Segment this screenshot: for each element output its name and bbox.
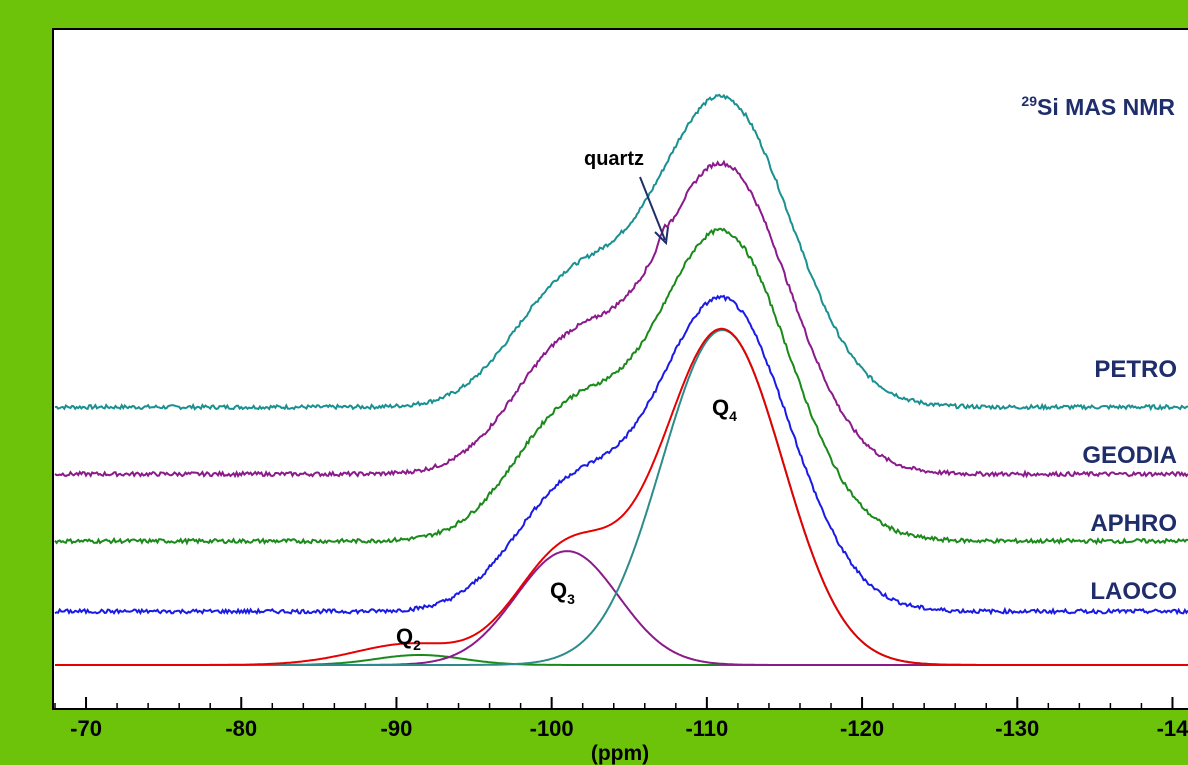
series-aphro <box>54 227 1188 546</box>
q3-label-sub: 3 <box>567 591 575 607</box>
x-tick-label: -100 <box>530 716 574 741</box>
chart-title-superscript: 29 <box>1021 93 1037 109</box>
x-tick-label: -110 <box>685 716 728 741</box>
quartz-annotation: quartz <box>584 148 644 170</box>
series-laoco <box>54 294 1188 616</box>
q2-label-sub: 2 <box>413 637 421 653</box>
legend-label-aphro: APHRO <box>1090 510 1177 537</box>
q3-label: Q3 <box>550 578 575 607</box>
x-axis: -70 -80 -90 -100 -110 -120 -130 -14 <box>54 697 1188 741</box>
q3-label-main: Q <box>550 578 567 603</box>
q4-label-sub: 4 <box>729 408 737 424</box>
deconvolution-sum <box>55 327 1188 666</box>
x-tick-label: -14 <box>1157 716 1188 741</box>
x-tick-label: -130 <box>995 716 1039 741</box>
legend-label-petro: PETRO <box>1094 356 1177 383</box>
x-tick-label: -70 <box>70 716 102 741</box>
quartz-arrowhead-icon <box>654 226 669 246</box>
x-tick-label: -90 <box>381 716 413 741</box>
series-petro <box>54 93 1188 412</box>
legend-label-laoco: LAOCO <box>1090 578 1177 605</box>
spectra-group <box>54 93 1188 666</box>
q2-label-main: Q <box>396 624 413 649</box>
chart-title: 29Si MAS NMR <box>1021 93 1175 120</box>
q4-label-main: Q <box>712 395 729 420</box>
q2-label: Q2 <box>396 624 421 653</box>
x-axis-label: (ppm) <box>591 742 649 765</box>
legend-label-geodia: GEODIA <box>1082 442 1177 469</box>
x-tick-label: -80 <box>225 716 257 741</box>
series-geodia <box>54 159 1188 479</box>
quartz-arrow <box>639 176 666 241</box>
chart-title-main: Si MAS NMR <box>1037 94 1175 120</box>
q4-label: Q4 <box>712 395 737 424</box>
x-tick-label: -120 <box>840 716 884 741</box>
